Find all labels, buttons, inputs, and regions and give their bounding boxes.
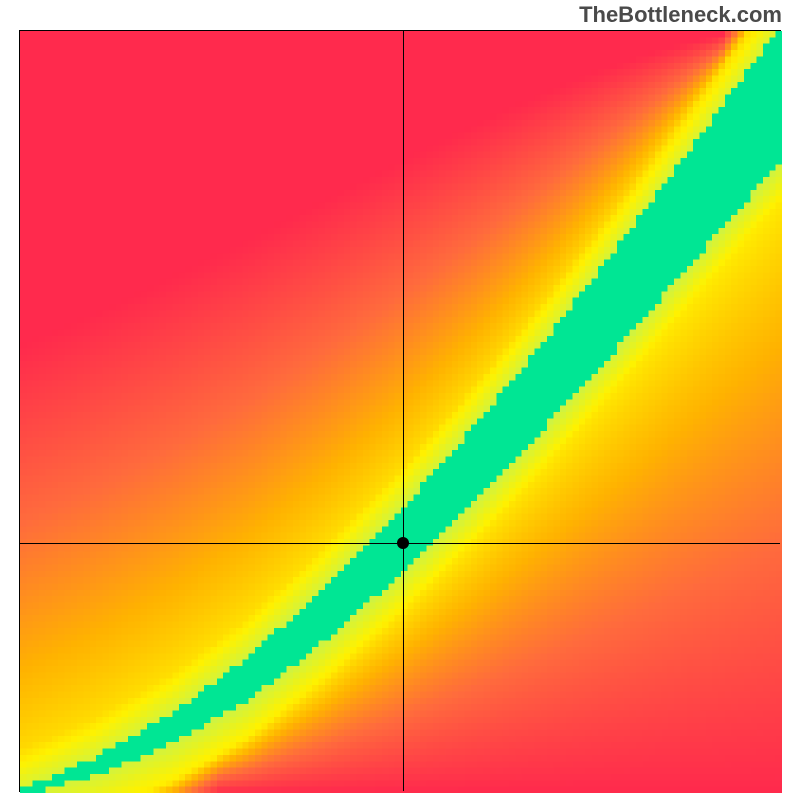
heatmap-canvas	[20, 31, 782, 793]
watermark-text: TheBottleneck.com	[579, 2, 782, 28]
plot-frame	[19, 30, 781, 792]
crosshair-vertical	[403, 31, 404, 791]
crosshair-marker	[397, 537, 409, 549]
